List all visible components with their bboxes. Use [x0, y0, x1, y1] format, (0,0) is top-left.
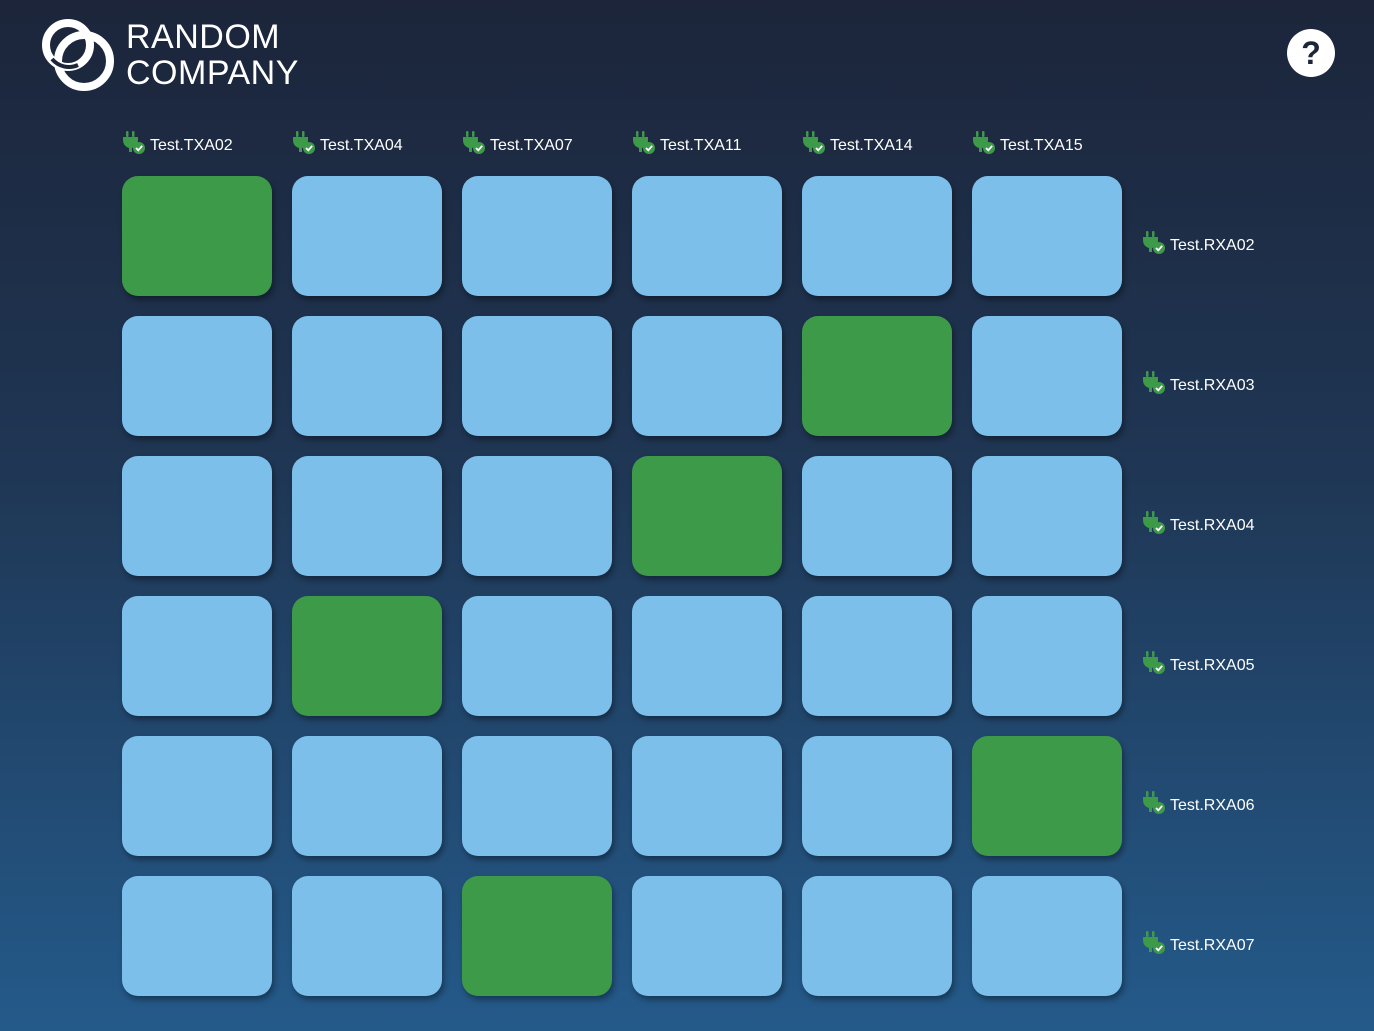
crosspoint-tile[interactable]: [632, 316, 782, 436]
plug-check-icon: [1143, 371, 1165, 394]
crosspoint-tile[interactable]: [972, 176, 1122, 296]
transmitter-label: Test.TXA02: [150, 136, 233, 154]
crosspoint-tile[interactable]: [972, 316, 1122, 436]
crosspoint-tile[interactable]: [972, 736, 1122, 856]
receiver-header: Test.RXA07: [1142, 928, 1254, 958]
receiver-header: Test.RXA04: [1142, 508, 1254, 538]
plug-check-icon: [1143, 791, 1165, 814]
crosspoint-tile[interactable]: [802, 876, 952, 996]
plug-check-icon: [973, 131, 995, 154]
crosspoint-tile[interactable]: [122, 456, 272, 576]
receiver-label: Test.RXA05: [1170, 656, 1255, 674]
transmitter-header: Test.TXA15: [972, 128, 1083, 158]
crosspoint-tile[interactable]: [122, 876, 272, 996]
plug-check-icon: [1143, 651, 1165, 674]
logo-rings-icon: [42, 19, 114, 91]
crosspoint-tile[interactable]: [802, 456, 952, 576]
crosspoint-tile[interactable]: [632, 736, 782, 856]
receiver-label: Test.RXA04: [1170, 516, 1255, 534]
crosspoint-tile[interactable]: [462, 876, 612, 996]
plug-check-icon: [1143, 231, 1165, 254]
plug-check-icon: [1143, 511, 1165, 534]
crosspoint-tile[interactable]: [972, 596, 1122, 716]
crosspoint-tile[interactable]: [292, 876, 442, 996]
crosspoint-tile[interactable]: [122, 736, 272, 856]
crosspoint-tile[interactable]: [462, 176, 612, 296]
receiver-header: Test.RXA05: [1142, 648, 1254, 678]
crosspoint-tile[interactable]: [292, 456, 442, 576]
logo-text-line2: COMPANY: [126, 54, 299, 92]
crosspoint-tile[interactable]: [462, 456, 612, 576]
transmitter-header: Test.TXA07: [462, 128, 573, 158]
transmitter-label: Test.TXA07: [490, 136, 573, 154]
receiver-label: Test.RXA07: [1170, 936, 1255, 954]
crosspoint-tile[interactable]: [462, 316, 612, 436]
receiver-label: Test.RXA06: [1170, 796, 1255, 814]
crosspoint-tile[interactable]: [292, 176, 442, 296]
transmitter-label: Test.TXA14: [830, 136, 913, 154]
crosspoint-tile[interactable]: [802, 596, 952, 716]
crosspoint-tile[interactable]: [972, 876, 1122, 996]
crosspoint-tile[interactable]: [632, 876, 782, 996]
help-button[interactable]: ?: [1287, 29, 1335, 77]
receiver-header: Test.RXA02: [1142, 228, 1254, 258]
transmitter-label: Test.TXA15: [1000, 136, 1083, 154]
crosspoint-tile[interactable]: [292, 736, 442, 856]
crosspoint-tile[interactable]: [122, 596, 272, 716]
plug-check-icon: [293, 131, 315, 154]
transmitter-header: Test.TXA14: [802, 128, 913, 158]
crosspoint-tile[interactable]: [462, 736, 612, 856]
transmitter-header: Test.TXA04: [292, 128, 403, 158]
company-logo: RANDOM COMPANY: [38, 14, 299, 96]
plug-check-icon: [633, 131, 655, 154]
receiver-label: Test.RXA03: [1170, 376, 1255, 394]
crosspoint-tile[interactable]: [462, 596, 612, 716]
receiver-header: Test.RXA06: [1142, 788, 1254, 818]
receiver-label: Test.RXA02: [1170, 236, 1255, 254]
transmitter-label: Test.TXA04: [320, 136, 403, 154]
crosspoint-tile[interactable]: [292, 596, 442, 716]
crosspoint-tile[interactable]: [122, 316, 272, 436]
question-icon: ?: [1301, 35, 1321, 71]
crosspoint-tile[interactable]: [122, 176, 272, 296]
crosspoint-tile[interactable]: [802, 316, 952, 436]
transmitter-header: Test.TXA02: [122, 128, 233, 158]
plug-check-icon: [123, 131, 145, 154]
receiver-header: Test.RXA03: [1142, 368, 1254, 398]
logo-text-line1: RANDOM: [126, 18, 281, 56]
transmitter-header: Test.TXA11: [632, 128, 742, 158]
crosspoint-tile[interactable]: [632, 176, 782, 296]
transmitter-label: Test.TXA11: [660, 136, 742, 154]
crosspoint-tile[interactable]: [972, 456, 1122, 576]
plug-check-icon: [1143, 931, 1165, 954]
plug-check-icon: [803, 131, 825, 154]
crosspoint-tile[interactable]: [632, 456, 782, 576]
crosspoint-tile[interactable]: [292, 316, 442, 436]
crosspoint-tile[interactable]: [632, 596, 782, 716]
plug-check-icon: [463, 131, 485, 154]
crosspoint-tile[interactable]: [802, 176, 952, 296]
crosspoint-tile[interactable]: [802, 736, 952, 856]
